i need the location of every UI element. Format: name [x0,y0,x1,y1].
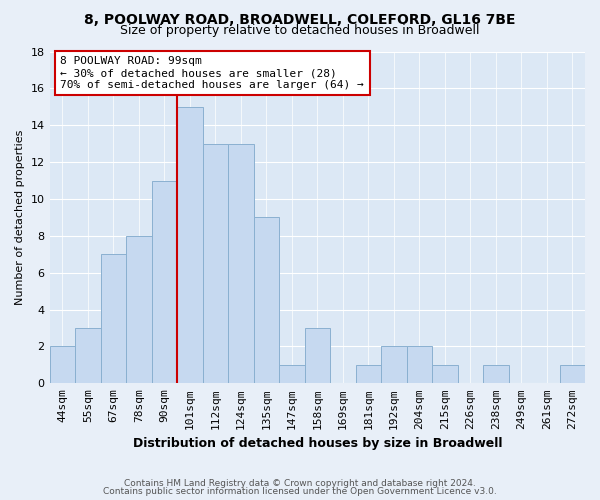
Bar [381,346,407,384]
Text: Size of property relative to detached houses in Broadwell: Size of property relative to detached ho… [120,24,480,37]
Bar [228,144,254,384]
Bar [407,346,432,384]
Bar [305,328,330,384]
Text: Contains HM Land Registry data © Crown copyright and database right 2024.: Contains HM Land Registry data © Crown c… [124,478,476,488]
Bar [177,107,203,384]
Text: 8 POOLWAY ROAD: 99sqm
← 30% of detached houses are smaller (28)
70% of semi-deta: 8 POOLWAY ROAD: 99sqm ← 30% of detached … [60,56,364,90]
X-axis label: Distribution of detached houses by size in Broadwell: Distribution of detached houses by size … [133,437,502,450]
Bar [75,328,101,384]
Text: 8, POOLWAY ROAD, BROADWELL, COLEFORD, GL16 7BE: 8, POOLWAY ROAD, BROADWELL, COLEFORD, GL… [84,12,516,26]
Bar [432,365,458,384]
Y-axis label: Number of detached properties: Number of detached properties [15,130,25,305]
Bar [126,236,152,384]
Bar [152,180,177,384]
Text: Contains public sector information licensed under the Open Government Licence v3: Contains public sector information licen… [103,487,497,496]
Bar [50,346,75,384]
Bar [560,365,585,384]
Bar [203,144,228,384]
Bar [101,254,126,384]
Bar [254,218,279,384]
Bar [279,365,305,384]
Bar [483,365,509,384]
Bar [356,365,381,384]
